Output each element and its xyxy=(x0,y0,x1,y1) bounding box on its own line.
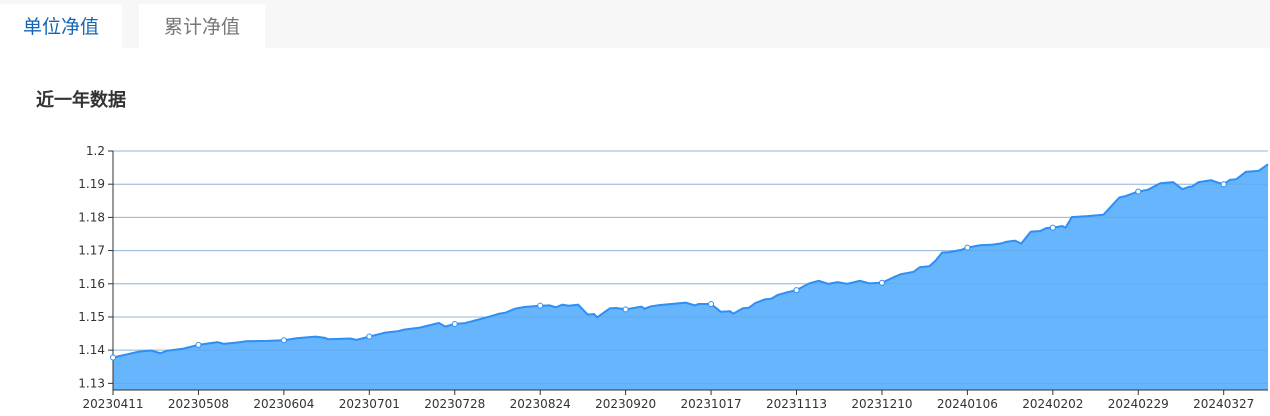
data-point xyxy=(622,306,629,313)
data-point xyxy=(1135,188,1142,195)
data-point xyxy=(1220,181,1227,188)
x-tick-label: 20231113 xyxy=(766,397,827,411)
data-point xyxy=(1049,224,1056,231)
tab-bar: 单位净值 累计净值 xyxy=(0,0,1270,48)
y-tick-label: 1.14 xyxy=(78,343,105,357)
data-point xyxy=(195,341,202,348)
data-point xyxy=(537,302,544,309)
x-tick-label: 20230604 xyxy=(253,397,314,411)
y-tick-label: 1.13 xyxy=(78,376,105,390)
y-tick-label: 1.15 xyxy=(78,310,105,324)
x-tick-label: 20230411 xyxy=(82,397,143,411)
y-tick-label: 1.18 xyxy=(78,210,105,224)
data-point xyxy=(964,244,971,251)
x-tick-label: 20231210 xyxy=(851,397,912,411)
area-fill xyxy=(113,164,1268,390)
section-title: 近一年数据 xyxy=(36,90,126,111)
tab-cumulative-nav[interactable]: 累计净值 xyxy=(139,4,265,48)
x-tick-label: 20230701 xyxy=(339,397,400,411)
y-tick-label: 1.17 xyxy=(78,244,105,258)
x-tick-label: 20230508 xyxy=(168,397,229,411)
x-tick-label: 20240327 xyxy=(1193,397,1254,411)
data-point xyxy=(366,333,373,340)
y-tick-label: 1.2 xyxy=(86,144,105,158)
x-tick-label: 20240202 xyxy=(1022,397,1083,411)
y-tick-label: 1.16 xyxy=(78,277,105,291)
data-point xyxy=(110,354,116,361)
y-tick-label: 1.19 xyxy=(78,177,105,191)
data-point xyxy=(793,287,800,294)
x-tick-label: 20240106 xyxy=(937,397,998,411)
x-tick-label: 20230728 xyxy=(424,397,485,411)
data-point xyxy=(451,320,458,327)
data-point xyxy=(878,279,885,286)
tab-unit-nav[interactable]: 单位净值 xyxy=(0,4,122,48)
x-tick-label: 20231017 xyxy=(681,397,742,411)
x-tick-label: 20230920 xyxy=(595,397,656,411)
x-tick-label: 20240229 xyxy=(1108,397,1169,411)
data-point xyxy=(708,301,715,308)
x-tick-label: 20230824 xyxy=(510,397,571,411)
data-point xyxy=(280,337,287,344)
